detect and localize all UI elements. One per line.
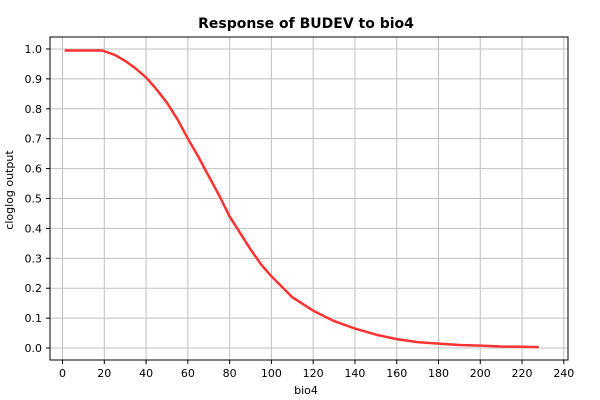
y-tick-label: 0.6	[25, 163, 43, 176]
chart-title: Response of BUDEV to bio4	[198, 16, 414, 32]
y-tick-label: 0.7	[25, 133, 43, 146]
series-layer	[64, 49, 539, 349]
x-tick-label: 200	[470, 367, 491, 380]
y-tick-label: 0.1	[25, 312, 43, 325]
y-tick-label: 0.8	[25, 103, 43, 116]
x-tick-label: 120	[303, 367, 324, 380]
x-tick-label: 160	[386, 367, 407, 380]
y-tick-label: 0.2	[25, 282, 43, 295]
x-tick-label: 20	[97, 367, 111, 380]
x-tick-label: 240	[553, 367, 574, 380]
x-tick-label: 80	[223, 367, 237, 380]
x-tick-label: 100	[261, 367, 282, 380]
x-tick-label: 40	[139, 367, 153, 380]
y-axis: 0.0 0.1 0.2 0.3 0.4 0.5 0.6 0.7 0.8 0.9 1.0	[25, 43, 50, 355]
x-tick-label: 180	[428, 367, 449, 380]
y-tick-label: 0.9	[25, 73, 43, 86]
x-tick-label: 60	[181, 367, 195, 380]
y-tick-label: 0.3	[25, 252, 43, 265]
response-curve	[64, 49, 539, 349]
y-tick-label: 0.5	[25, 193, 43, 206]
y-tick-label: 0.4	[25, 222, 43, 235]
y-tick-label: 0.0	[25, 342, 43, 355]
grid	[50, 37, 568, 360]
x-axis: 0 20 40 60 80 100 120 140 160 180 200 220 240	[59, 360, 574, 380]
y-axis-label: cloglog output	[3, 150, 16, 230]
y-tick-label: 1.0	[25, 43, 43, 56]
x-tick-label: 140	[344, 367, 365, 380]
x-tick-label: 220	[512, 367, 533, 380]
plot-border	[49, 36, 569, 361]
x-axis-label: bio4	[294, 384, 318, 397]
x-tick-label: 0	[59, 367, 66, 380]
